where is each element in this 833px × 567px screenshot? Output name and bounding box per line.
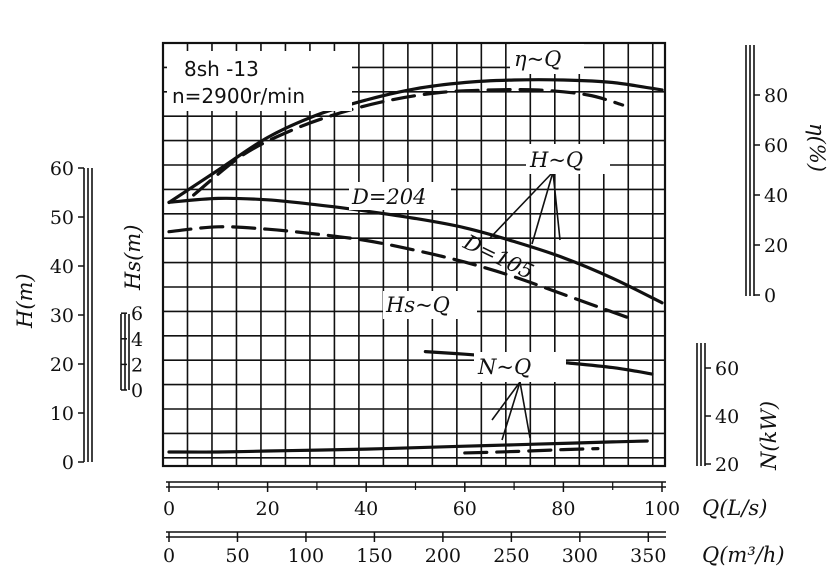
series-etaq-solid — [167, 78, 664, 205]
eta-curve-label: η~Q — [514, 47, 561, 71]
n-axis-title: N(kW) — [757, 401, 781, 471]
q-axis-tick-label: 60 — [453, 498, 477, 520]
h-axis-tick-label: 60 — [50, 158, 74, 180]
label-leader-line — [519, 381, 531, 439]
q-m3h-axis-tick-label: 300 — [562, 545, 598, 567]
eta-axis-tick-label: 60 — [764, 135, 788, 157]
series-hq-dashed — [167, 225, 630, 319]
q-m3h-axis-tick-label: 200 — [425, 545, 461, 567]
q-axis-tick-label: 100 — [644, 498, 680, 520]
hs-axis-tick-label: 4 — [131, 329, 143, 351]
h-curve-label: H~Q — [529, 148, 583, 172]
series-nq-dashed — [463, 447, 600, 455]
hs-axis-tick-label: 6 — [131, 303, 143, 325]
eta-axis-tick-label: 80 — [764, 85, 788, 107]
q-axis-tick-label: 20 — [256, 498, 280, 520]
info-speed: n=2900r/min — [172, 84, 305, 108]
h-axis-tick-label: 50 — [50, 207, 74, 229]
n-axis-tick-label: 60 — [715, 358, 739, 380]
label-leader-line — [552, 171, 561, 241]
label-leader-line — [531, 171, 554, 245]
hs-axis-tick-label: 0 — [131, 380, 143, 402]
q-axis-tick-label: 0 — [163, 498, 175, 520]
h-axis-tick-label: 0 — [62, 452, 74, 474]
q-m3h-axis-tick-label: 100 — [288, 545, 324, 567]
q-m3h-axis-title: Q(m³/h) — [702, 543, 785, 567]
series-hq-solid — [167, 196, 664, 305]
q-axis-tick-label: 40 — [354, 498, 378, 520]
label-leader-line — [489, 171, 554, 239]
label-leaders — [489, 171, 561, 441]
series-etaq-dashed — [192, 87, 625, 197]
h-axis-title: H(m) — [13, 273, 37, 329]
hs-curve-label: Hs~Q — [385, 293, 450, 317]
h-axis-tick-label: 40 — [50, 256, 74, 278]
grid — [161, 41, 667, 468]
series-nq-solid — [167, 439, 649, 454]
q-axis-title: Q(L/s) — [702, 496, 767, 520]
plot-frame — [161, 41, 667, 468]
eta-axis-tick-label: 40 — [764, 185, 788, 207]
n-curve-label: N~Q — [477, 355, 531, 379]
label-leader-line — [491, 381, 521, 421]
q-m3h-axis-tick-label: 350 — [630, 545, 666, 567]
eta-axis-title: η(%) — [805, 123, 829, 172]
n-axis-tick-label: 40 — [715, 406, 739, 428]
q-m3h-axis-tick-label: 50 — [225, 545, 249, 567]
info-model: 8sh -13 — [184, 57, 259, 81]
h-axis-tick-label: 30 — [50, 305, 74, 327]
eta-axis-tick-label: 20 — [764, 235, 788, 257]
q-m3h-axis-tick-label: 0 — [163, 545, 175, 567]
eta-axis-tick-label: 0 — [764, 285, 776, 307]
h-axis-tick-label: 20 — [50, 354, 74, 376]
h-axis-tick-label: 10 — [50, 403, 74, 425]
n-axis-tick-label: 20 — [715, 454, 739, 476]
hs-axis-title: Hs(m) — [121, 225, 145, 291]
q-axis-tick-label: 80 — [551, 498, 575, 520]
q-m3h-axis-tick-label: 250 — [493, 545, 529, 567]
q-m3h-axis-tick-label: 150 — [356, 545, 392, 567]
curves — [167, 78, 664, 455]
d204-label: D=204 — [351, 185, 427, 209]
hs-axis-tick-label: 2 — [131, 354, 143, 376]
label-leader-line — [501, 381, 521, 441]
info-box: 8sh -13 n=2900r/min — [167, 51, 352, 111]
